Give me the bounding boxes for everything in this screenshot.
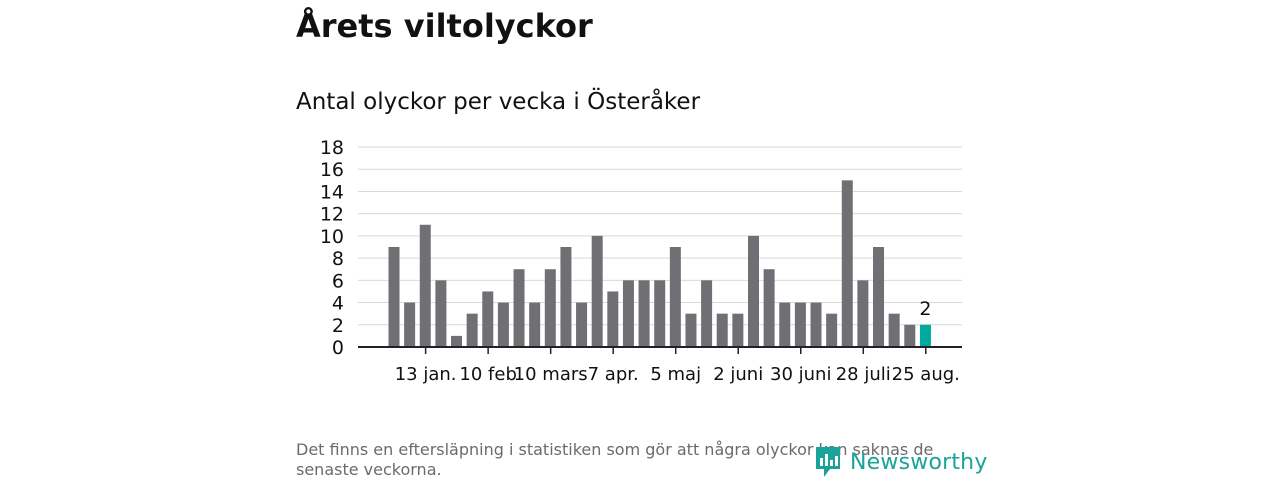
bar <box>435 280 447 347</box>
bar <box>419 224 431 347</box>
y-tick-label: 12 <box>320 204 344 226</box>
y-tick-label: 2 <box>332 315 344 337</box>
chart-subtitle: Antal olyckor per vecka i Österåker <box>296 89 701 115</box>
bar <box>904 324 916 347</box>
y-tick-label: 10 <box>320 226 344 248</box>
bar <box>669 247 681 347</box>
bar <box>404 302 416 347</box>
y-tick-label: 18 <box>320 137 344 159</box>
x-tick-label: 5 maj <box>650 364 701 385</box>
bar <box>873 247 885 347</box>
bar <box>763 269 775 347</box>
bar <box>529 302 541 347</box>
bar <box>685 313 697 347</box>
bar <box>544 269 556 347</box>
bar <box>919 324 931 347</box>
bar <box>826 313 838 347</box>
newsworthy-logo-icon <box>816 447 840 477</box>
bar <box>732 313 744 347</box>
bar <box>451 335 463 347</box>
bar <box>841 180 853 347</box>
x-tick-label: 28 juli <box>836 364 891 385</box>
bar <box>747 235 759 347</box>
bar <box>622 280 634 347</box>
bar <box>513 269 525 347</box>
bar <box>466 313 478 347</box>
y-tick-label: 0 <box>332 337 344 359</box>
bar <box>638 280 650 347</box>
bar <box>888 313 900 347</box>
bar <box>654 280 666 347</box>
bar <box>388 247 400 347</box>
bar <box>591 235 603 347</box>
page-title: Årets viltolyckor <box>296 7 593 45</box>
bar <box>497 302 509 347</box>
x-tick-label: 7 apr. <box>588 364 639 385</box>
bar <box>716 313 728 347</box>
y-tick-label: 8 <box>332 248 344 270</box>
bar <box>607 291 619 347</box>
bar <box>779 302 791 347</box>
brand-logo: Newsworthy <box>814 444 988 480</box>
bar <box>857 280 869 347</box>
footnote: Det finns en eftersläpning i statistiken… <box>296 440 934 479</box>
brand-name: Newsworthy <box>850 449 988 475</box>
y-tick-label: 6 <box>332 270 344 292</box>
x-tick-label: 10 mars <box>514 364 588 385</box>
y-tick-label: 4 <box>332 293 344 315</box>
bar <box>576 302 588 347</box>
x-tick-label: 30 juni <box>770 364 831 385</box>
x-tick-label: 13 jan. <box>395 364 457 385</box>
y-tick-label: 14 <box>320 181 344 203</box>
x-tick-label: 10 feb <box>459 364 516 385</box>
x-tick-label: 25 aug. <box>892 364 960 385</box>
bar <box>810 302 822 347</box>
bar <box>560 247 572 347</box>
bar <box>794 302 806 347</box>
data-label: 2 <box>919 298 931 320</box>
bar <box>482 291 494 347</box>
y-tick-label: 16 <box>320 159 344 181</box>
bar <box>701 280 713 347</box>
x-tick-label: 2 juni <box>713 364 763 385</box>
